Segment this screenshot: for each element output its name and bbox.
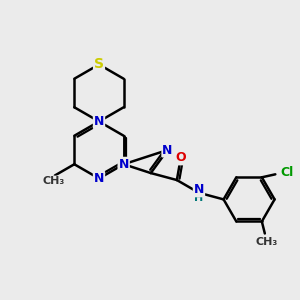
Text: N: N	[94, 172, 104, 185]
Text: N: N	[94, 115, 104, 128]
Text: CH₃: CH₃	[42, 176, 64, 187]
Text: Cl: Cl	[280, 166, 293, 179]
Text: H: H	[194, 193, 204, 203]
Text: N: N	[118, 158, 129, 171]
Text: N: N	[162, 143, 173, 157]
Text: S: S	[94, 58, 104, 71]
Text: N: N	[194, 183, 204, 196]
Text: CH₃: CH₃	[256, 237, 278, 247]
Text: O: O	[176, 152, 186, 164]
